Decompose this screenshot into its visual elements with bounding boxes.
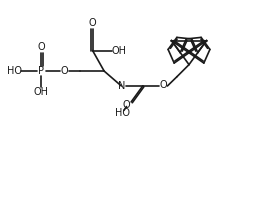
Text: OH: OH — [112, 46, 127, 56]
Text: O: O — [60, 66, 68, 76]
Text: O: O — [37, 42, 45, 52]
Text: O: O — [123, 99, 130, 110]
Text: HO: HO — [7, 66, 22, 76]
Text: HO: HO — [115, 108, 130, 118]
Text: O: O — [89, 18, 96, 28]
Text: N: N — [118, 81, 126, 91]
Text: O: O — [160, 80, 167, 90]
Text: P: P — [38, 66, 44, 76]
Text: OH: OH — [34, 87, 49, 97]
